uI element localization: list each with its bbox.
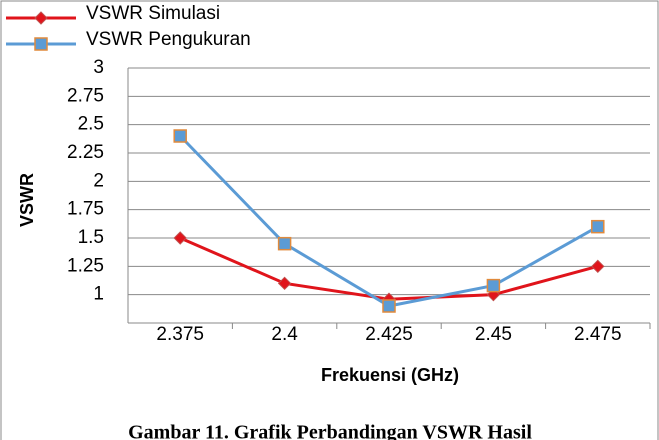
series-line xyxy=(179,134,599,308)
data-point xyxy=(591,219,605,234)
x-tick-label: 2.45 xyxy=(475,324,512,345)
data-point xyxy=(591,259,605,274)
caption: Gambar 11. Grafik Perbandingan VSWR Hasi… xyxy=(128,422,532,440)
y-axis-title: VSWR xyxy=(17,173,37,227)
x-tick-label: 2.425 xyxy=(365,324,413,345)
x-tick-label: 2.375 xyxy=(156,324,204,345)
legend-label: VSWR Pengukuran xyxy=(86,29,251,50)
data-point xyxy=(277,236,292,251)
x-tick-label: 2.475 xyxy=(574,324,622,345)
legend-marker xyxy=(34,11,48,25)
y-tick-label: 2.75 xyxy=(67,85,104,106)
legend-label: VSWR Simulasi xyxy=(86,3,220,24)
series-line xyxy=(179,236,599,301)
data-point xyxy=(173,231,187,245)
legend-marker xyxy=(34,37,48,51)
y-tick-label: 2 xyxy=(93,170,104,191)
y-tick-label: 2.5 xyxy=(78,114,104,135)
data-point xyxy=(486,278,501,293)
data-point xyxy=(382,299,396,313)
y-tick-label: 3 xyxy=(93,57,104,78)
y-tick-label: 1.75 xyxy=(67,199,104,220)
data-point xyxy=(173,129,187,143)
data-point xyxy=(277,276,292,291)
y-tick-label: 1.5 xyxy=(78,227,104,248)
x-tick-label: 2.4 xyxy=(271,324,298,345)
y-tick-label: 1.25 xyxy=(67,255,104,276)
y-tick-label: 2.25 xyxy=(67,142,104,163)
x-axis-title: Frekuensi (GHz) xyxy=(321,365,459,385)
y-tick-label: 1 xyxy=(93,284,104,305)
